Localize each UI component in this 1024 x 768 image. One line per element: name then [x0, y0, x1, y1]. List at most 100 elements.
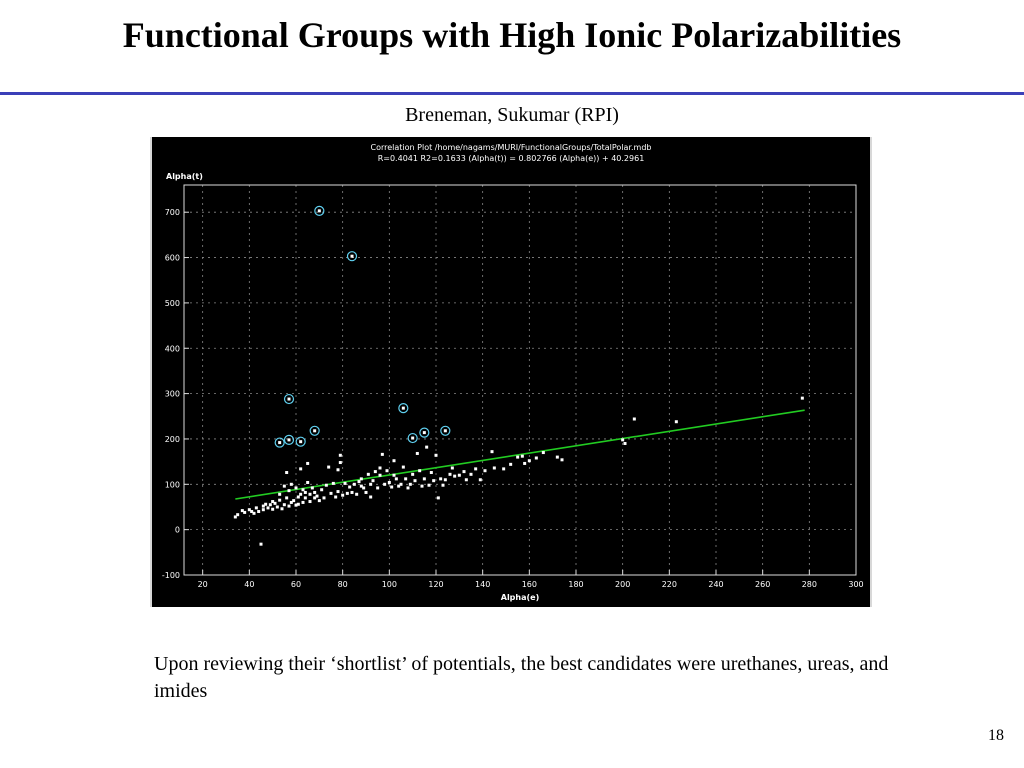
data-point [266, 506, 270, 510]
data-point [254, 506, 258, 510]
data-point [392, 473, 396, 477]
data-point [429, 471, 433, 475]
data-point [422, 477, 426, 481]
highlighted-data-point [313, 429, 317, 433]
data-point [390, 485, 394, 489]
data-point [313, 490, 317, 494]
x-tick-label: 280 [802, 580, 817, 589]
data-point [632, 417, 636, 421]
data-point [275, 505, 279, 509]
data-point [560, 458, 564, 462]
data-point [443, 478, 447, 482]
data-point [259, 542, 263, 546]
data-point [338, 461, 342, 465]
data-point [366, 472, 370, 476]
data-point [399, 482, 403, 486]
data-point [261, 508, 265, 512]
data-point [406, 486, 410, 490]
data-point [313, 496, 317, 500]
data-point [317, 499, 321, 503]
data-point [324, 483, 328, 487]
data-point [327, 465, 331, 469]
data-point [502, 467, 506, 471]
data-point [334, 495, 338, 499]
data-point [369, 495, 373, 499]
data-point [301, 500, 305, 504]
data-point [427, 483, 431, 487]
x-tick-label: 120 [428, 580, 443, 589]
data-point [516, 455, 520, 459]
highlight-ring [346, 251, 358, 262]
data-point [236, 513, 240, 517]
data-point [509, 462, 513, 466]
data-point [343, 481, 347, 485]
data-point [492, 466, 496, 470]
data-point [280, 507, 284, 511]
data-point [425, 445, 429, 449]
data-point [357, 480, 361, 484]
data-point [289, 500, 293, 504]
data-point [282, 503, 286, 507]
x-tick-label: 40 [244, 580, 254, 589]
data-point [240, 509, 244, 513]
data-point [308, 492, 312, 496]
data-point [534, 456, 538, 460]
data-point [420, 484, 424, 488]
data-point [247, 508, 251, 512]
y-tick-label: 600 [165, 254, 180, 263]
data-point [287, 489, 291, 493]
data-point [371, 479, 375, 483]
y-tick-label: 200 [165, 435, 180, 444]
highlighted-data-point [350, 254, 354, 258]
data-point [408, 482, 412, 486]
highlight-ring [398, 403, 409, 414]
highlighted-data-point [287, 438, 291, 442]
data-point [413, 479, 417, 483]
data-point [338, 453, 342, 457]
data-point [490, 450, 494, 454]
y-tick-label: 500 [165, 299, 180, 308]
data-point [359, 484, 363, 488]
data-point [373, 470, 377, 474]
slide-caption: Upon reviewing their ‘shortlist’ of pote… [154, 653, 889, 702]
x-tick-label: 240 [708, 580, 723, 589]
x-tick-label: 20 [198, 580, 208, 589]
data-point [336, 490, 340, 494]
data-point [385, 469, 389, 473]
data-point [404, 477, 408, 481]
data-point [439, 477, 443, 481]
data-point [303, 496, 307, 500]
data-point [378, 466, 382, 470]
data-point [306, 461, 310, 465]
data-point [294, 486, 298, 490]
data-point [623, 441, 627, 445]
data-point [331, 481, 335, 485]
y-tick-label: -100 [162, 571, 180, 580]
data-point [294, 503, 298, 507]
highlight-ring [314, 205, 325, 216]
data-point [450, 466, 454, 470]
data-point [250, 510, 254, 514]
data-point [336, 468, 340, 472]
data-point [674, 420, 678, 424]
data-point [271, 507, 275, 511]
data-point [555, 455, 559, 459]
data-point [369, 482, 373, 486]
data-point [299, 467, 303, 471]
data-point [432, 479, 436, 483]
highlight-ring [440, 425, 451, 436]
data-point [257, 510, 261, 514]
data-point [527, 459, 531, 463]
highlight-ring [283, 434, 295, 445]
highlighted-data-point [278, 441, 282, 445]
data-point [415, 451, 419, 455]
x-tick-label: 100 [382, 580, 397, 589]
x-tick-label: 300 [848, 580, 863, 589]
highlight-ring [274, 437, 285, 448]
x-tick-label: 260 [755, 580, 770, 589]
data-point [273, 501, 277, 505]
data-point [392, 459, 396, 463]
data-point [378, 473, 382, 477]
data-point [315, 494, 319, 498]
data-point [289, 482, 293, 486]
